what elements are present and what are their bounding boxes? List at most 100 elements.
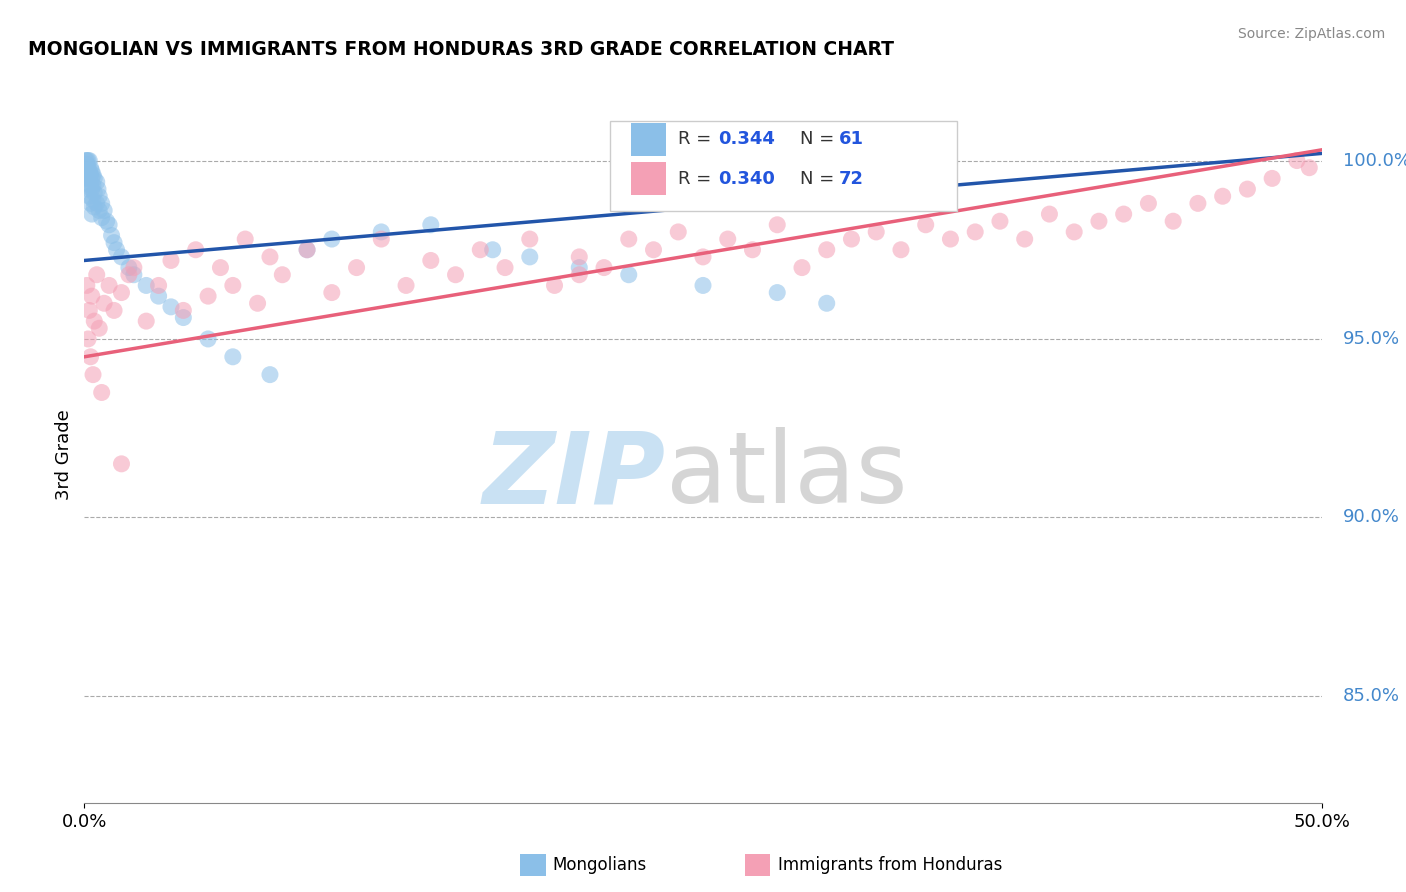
- Point: [643, 243, 665, 257]
- Point: [1298, 161, 1320, 175]
- Point: [100, 228, 122, 243]
- Point: [370, 225, 392, 239]
- Point: [80, 171, 103, 186]
- Point: [692, 250, 714, 264]
- Point: [96, 214, 118, 228]
- Point: [494, 260, 516, 275]
- Point: [89, 203, 111, 218]
- Point: [76, 157, 98, 171]
- Point: [110, 457, 132, 471]
- Point: [79, 164, 101, 178]
- Point: [259, 368, 281, 382]
- Point: [79, 168, 101, 182]
- Point: [617, 268, 640, 282]
- Point: [90, 196, 112, 211]
- Text: 0.340: 0.340: [718, 169, 775, 187]
- Point: [197, 289, 219, 303]
- Text: 100.0%: 100.0%: [1343, 152, 1406, 169]
- Point: [815, 296, 838, 310]
- Bar: [631, 162, 666, 195]
- Point: [79, 196, 101, 211]
- Text: N =: N =: [800, 130, 839, 148]
- Point: [77, 153, 100, 168]
- Point: [83, 171, 105, 186]
- Point: [135, 314, 157, 328]
- Point: [82, 193, 104, 207]
- Point: [75, 161, 97, 175]
- Point: [86, 268, 108, 282]
- Text: 90.0%: 90.0%: [1343, 508, 1399, 526]
- Point: [988, 214, 1011, 228]
- Point: [79, 171, 101, 186]
- FancyBboxPatch shape: [610, 121, 956, 211]
- Point: [93, 296, 115, 310]
- Point: [103, 235, 125, 250]
- Point: [295, 243, 318, 257]
- Point: [815, 243, 838, 257]
- Point: [1212, 189, 1234, 203]
- Point: [790, 260, 813, 275]
- Point: [568, 260, 591, 275]
- Point: [118, 268, 141, 282]
- Point: [79, 303, 101, 318]
- Point: [271, 268, 294, 282]
- Text: N =: N =: [800, 169, 839, 187]
- Point: [1261, 171, 1284, 186]
- Bar: [631, 123, 666, 156]
- Point: [172, 310, 194, 325]
- Text: atlas: atlas: [666, 427, 907, 524]
- Point: [222, 278, 245, 293]
- Point: [103, 303, 125, 318]
- Point: [105, 243, 128, 257]
- Point: [86, 175, 108, 189]
- Point: [148, 278, 170, 293]
- Point: [79, 161, 101, 175]
- Point: [519, 232, 541, 246]
- Point: [77, 161, 100, 175]
- Point: [666, 225, 689, 239]
- Point: [90, 385, 112, 400]
- Point: [122, 268, 145, 282]
- Point: [519, 250, 541, 264]
- Point: [122, 260, 145, 275]
- Point: [83, 314, 105, 328]
- Point: [914, 218, 936, 232]
- Text: 61: 61: [839, 130, 865, 148]
- Point: [79, 350, 101, 364]
- Point: [209, 260, 232, 275]
- Point: [76, 171, 98, 186]
- Point: [617, 232, 640, 246]
- Point: [1112, 207, 1135, 221]
- Point: [692, 278, 714, 293]
- Point: [197, 332, 219, 346]
- Point: [89, 321, 111, 335]
- Point: [83, 200, 105, 214]
- Point: [1236, 182, 1258, 196]
- Text: 72: 72: [839, 169, 865, 187]
- Point: [77, 168, 100, 182]
- Point: [77, 182, 100, 196]
- Point: [717, 232, 740, 246]
- Point: [1063, 225, 1085, 239]
- Point: [75, 153, 97, 168]
- Point: [222, 350, 245, 364]
- Text: Mongolians: Mongolians: [553, 856, 647, 874]
- Point: [82, 168, 104, 182]
- Point: [481, 243, 503, 257]
- Text: 85.0%: 85.0%: [1343, 687, 1400, 705]
- Point: [1038, 207, 1060, 221]
- Text: 0.344: 0.344: [718, 130, 775, 148]
- Point: [79, 189, 101, 203]
- Point: [76, 278, 98, 293]
- Point: [419, 253, 441, 268]
- Point: [1137, 196, 1160, 211]
- Point: [939, 232, 962, 246]
- Point: [184, 243, 207, 257]
- Point: [1161, 214, 1184, 228]
- Point: [419, 218, 441, 232]
- Point: [233, 232, 256, 246]
- Point: [160, 300, 183, 314]
- Point: [80, 207, 103, 221]
- Point: [370, 232, 392, 246]
- Point: [110, 285, 132, 300]
